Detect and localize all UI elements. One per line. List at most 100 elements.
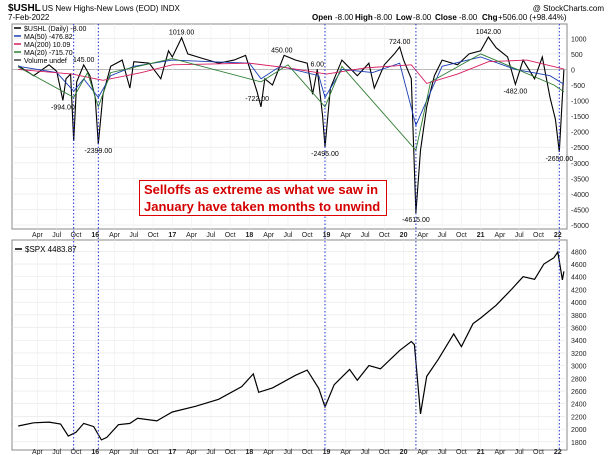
top-xtick-label: Jul (361, 232, 370, 239)
top-xtick-label: Jul (438, 232, 447, 239)
bottom-ytick-label: 2000 (571, 427, 587, 434)
bottom-xtick-label: Apr (263, 449, 275, 455)
top-xtick-label: Apr (417, 232, 429, 239)
top-ytick-label: 500 (571, 52, 583, 59)
bottom-ytick-label: 3400 (571, 338, 587, 345)
ohlc-readout: Open -8.00 High -8.00 Low -8.00 Close -8… (312, 13, 567, 22)
top-xtick-label: 16 (91, 232, 99, 239)
bottom-ytick-label: 2400 (571, 402, 587, 409)
series-line-spx (18, 250, 565, 441)
bottom-xtick-label: Apr (186, 449, 198, 455)
chart-date: 7-Feb-2022 (8, 13, 50, 22)
bottom-ytick-label: 4600 (571, 262, 587, 269)
bottom-ytick-label: 3600 (571, 326, 587, 333)
top-ytick-label: -500 (571, 83, 585, 90)
bottom-ytick-label: 2800 (571, 376, 587, 383)
annotation-label: -2495.00 (311, 151, 339, 158)
series-line-ma-200- (18, 59, 565, 84)
low-label: Low (396, 13, 413, 22)
top-ytick-label: -2000 (571, 130, 589, 137)
bottom-xtick-label: Apr (417, 449, 429, 455)
symbol-description: US New Highs-New Lows (EOD) INDX (42, 4, 180, 13)
bottom-ytick-label: 4400 (571, 275, 587, 282)
bottom-legend: $SPX 4483.87 (15, 245, 77, 254)
open-value: -8.00 (335, 13, 354, 22)
annotation-label: -994.00 (51, 104, 75, 111)
bottom-x-axis: Apr Jul Oct 16 Apr Jul Oct 17 Apr Jul Oct 18 Apr Jul O… (32, 449, 562, 455)
top-xtick-label: Oct (379, 232, 390, 239)
bottom-xtick-label: Oct (71, 449, 82, 455)
top-ytick-label: -1500 (571, 114, 589, 121)
legend-label: Volume undef (24, 58, 67, 65)
bottom-xtick-label: Apr (494, 449, 506, 455)
bottom-xtick-label: 17 (168, 449, 176, 455)
bottom-xtick-label: Oct (225, 449, 236, 455)
bottom-xtick-label: Jul (515, 449, 524, 455)
annotation-label: 1019.00 (169, 30, 194, 37)
top-xtick-label: Jul (515, 232, 524, 239)
top-ytick-label: -4000 (571, 192, 589, 199)
bottom-xtick-label: Oct (379, 449, 390, 455)
top-xtick-label: Apr (186, 232, 198, 239)
top-xtick-label: Oct (533, 232, 544, 239)
bottom-ytick-label: 4200 (571, 287, 587, 294)
bottom-ytick-label: 4800 (571, 249, 587, 256)
annotation-label: 724.00 (389, 39, 411, 46)
bottom-ytick-label: 3200 (571, 351, 587, 358)
annotation-label: 145.00 (73, 57, 95, 64)
high-value: -8.00 (374, 13, 393, 22)
series-line-ma-20- (17, 53, 565, 152)
annotation-line-2: January have taken months to unwind (144, 199, 381, 214)
bottom-xtick-label: 16 (91, 449, 99, 455)
bottom-xtick-label: 18 (246, 449, 254, 455)
top-xtick-label: Jul (283, 232, 292, 239)
annotation-line-1: Selloffs as extreme as what we saw in (144, 182, 379, 197)
bottom-xtick-label: Jul (438, 449, 447, 455)
top-xtick-label: Jul (52, 232, 61, 239)
top-ytick-label: -5000 (571, 223, 589, 230)
top-ytick-label: 0 (571, 67, 575, 74)
chg-label: Chg (482, 13, 498, 22)
top-ytick-label: 1000 (571, 36, 587, 43)
top-ytick-label: -3000 (571, 161, 589, 168)
close-value: -8.00 (459, 13, 478, 22)
top-xtick-label: 19 (323, 232, 331, 239)
top-xtick-label: Oct (148, 232, 159, 239)
bottom-y-axis: 4800 4600 4400 4200 4000 3800 3600 3400 3200 3000… (571, 249, 587, 446)
bottom-ytick-label: 2200 (571, 414, 587, 421)
top-xtick-label: Oct (302, 232, 313, 239)
annotation-callout: Selloffs as extreme as what we saw in Ja… (139, 180, 387, 216)
top-xtick-label: Apr (494, 232, 506, 239)
annotation-label: -482.00 (503, 88, 527, 95)
top-xtick-label: Jul (129, 232, 138, 239)
annotation-label: -4615.00 (402, 217, 430, 224)
series-line--ushl-daily- (17, 35, 565, 214)
top-xtick-label: 20 (400, 232, 408, 239)
top-ytick-label: -2500 (571, 145, 589, 152)
bottom-xtick-label: 21 (477, 449, 485, 455)
annotation-label: 6.00 (310, 61, 324, 68)
series-line-ma-50- (18, 56, 565, 127)
watermark: @ StockCharts.com (533, 4, 605, 13)
top-series-group (17, 35, 565, 214)
top-xtick-label: 18 (246, 232, 254, 239)
bottom-ytick-label: 1800 (571, 440, 587, 447)
bottom-xtick-label: Oct (456, 449, 467, 455)
open-label: Open (312, 13, 333, 22)
top-xtick-label: Oct (456, 232, 467, 239)
bottom-xtick-label: Apr (32, 449, 44, 455)
bottom-xtick-label: Apr (109, 449, 121, 455)
symbol-title: $USHL (8, 3, 41, 14)
top-xtick-label: 22 (554, 232, 562, 239)
legend-label: MA(20) -715.70 (24, 50, 73, 57)
top-ytick-label: -4500 (571, 207, 589, 214)
bottom-ytick-label: 3000 (571, 364, 587, 371)
bottom-xtick-label: Oct (302, 449, 313, 455)
bottom-xtick-label: Oct (533, 449, 544, 455)
value-annotations: -994.00 145.00 -2399.00 1019.00 -722.00 450.0… (51, 29, 573, 224)
bottom-xtick-label: 20 (400, 449, 408, 455)
bottom-series-group (18, 250, 565, 441)
annotation-label: 1042.00 (476, 29, 501, 36)
top-xtick-label: Apr (32, 232, 44, 239)
top-xtick-label: Oct (225, 232, 236, 239)
